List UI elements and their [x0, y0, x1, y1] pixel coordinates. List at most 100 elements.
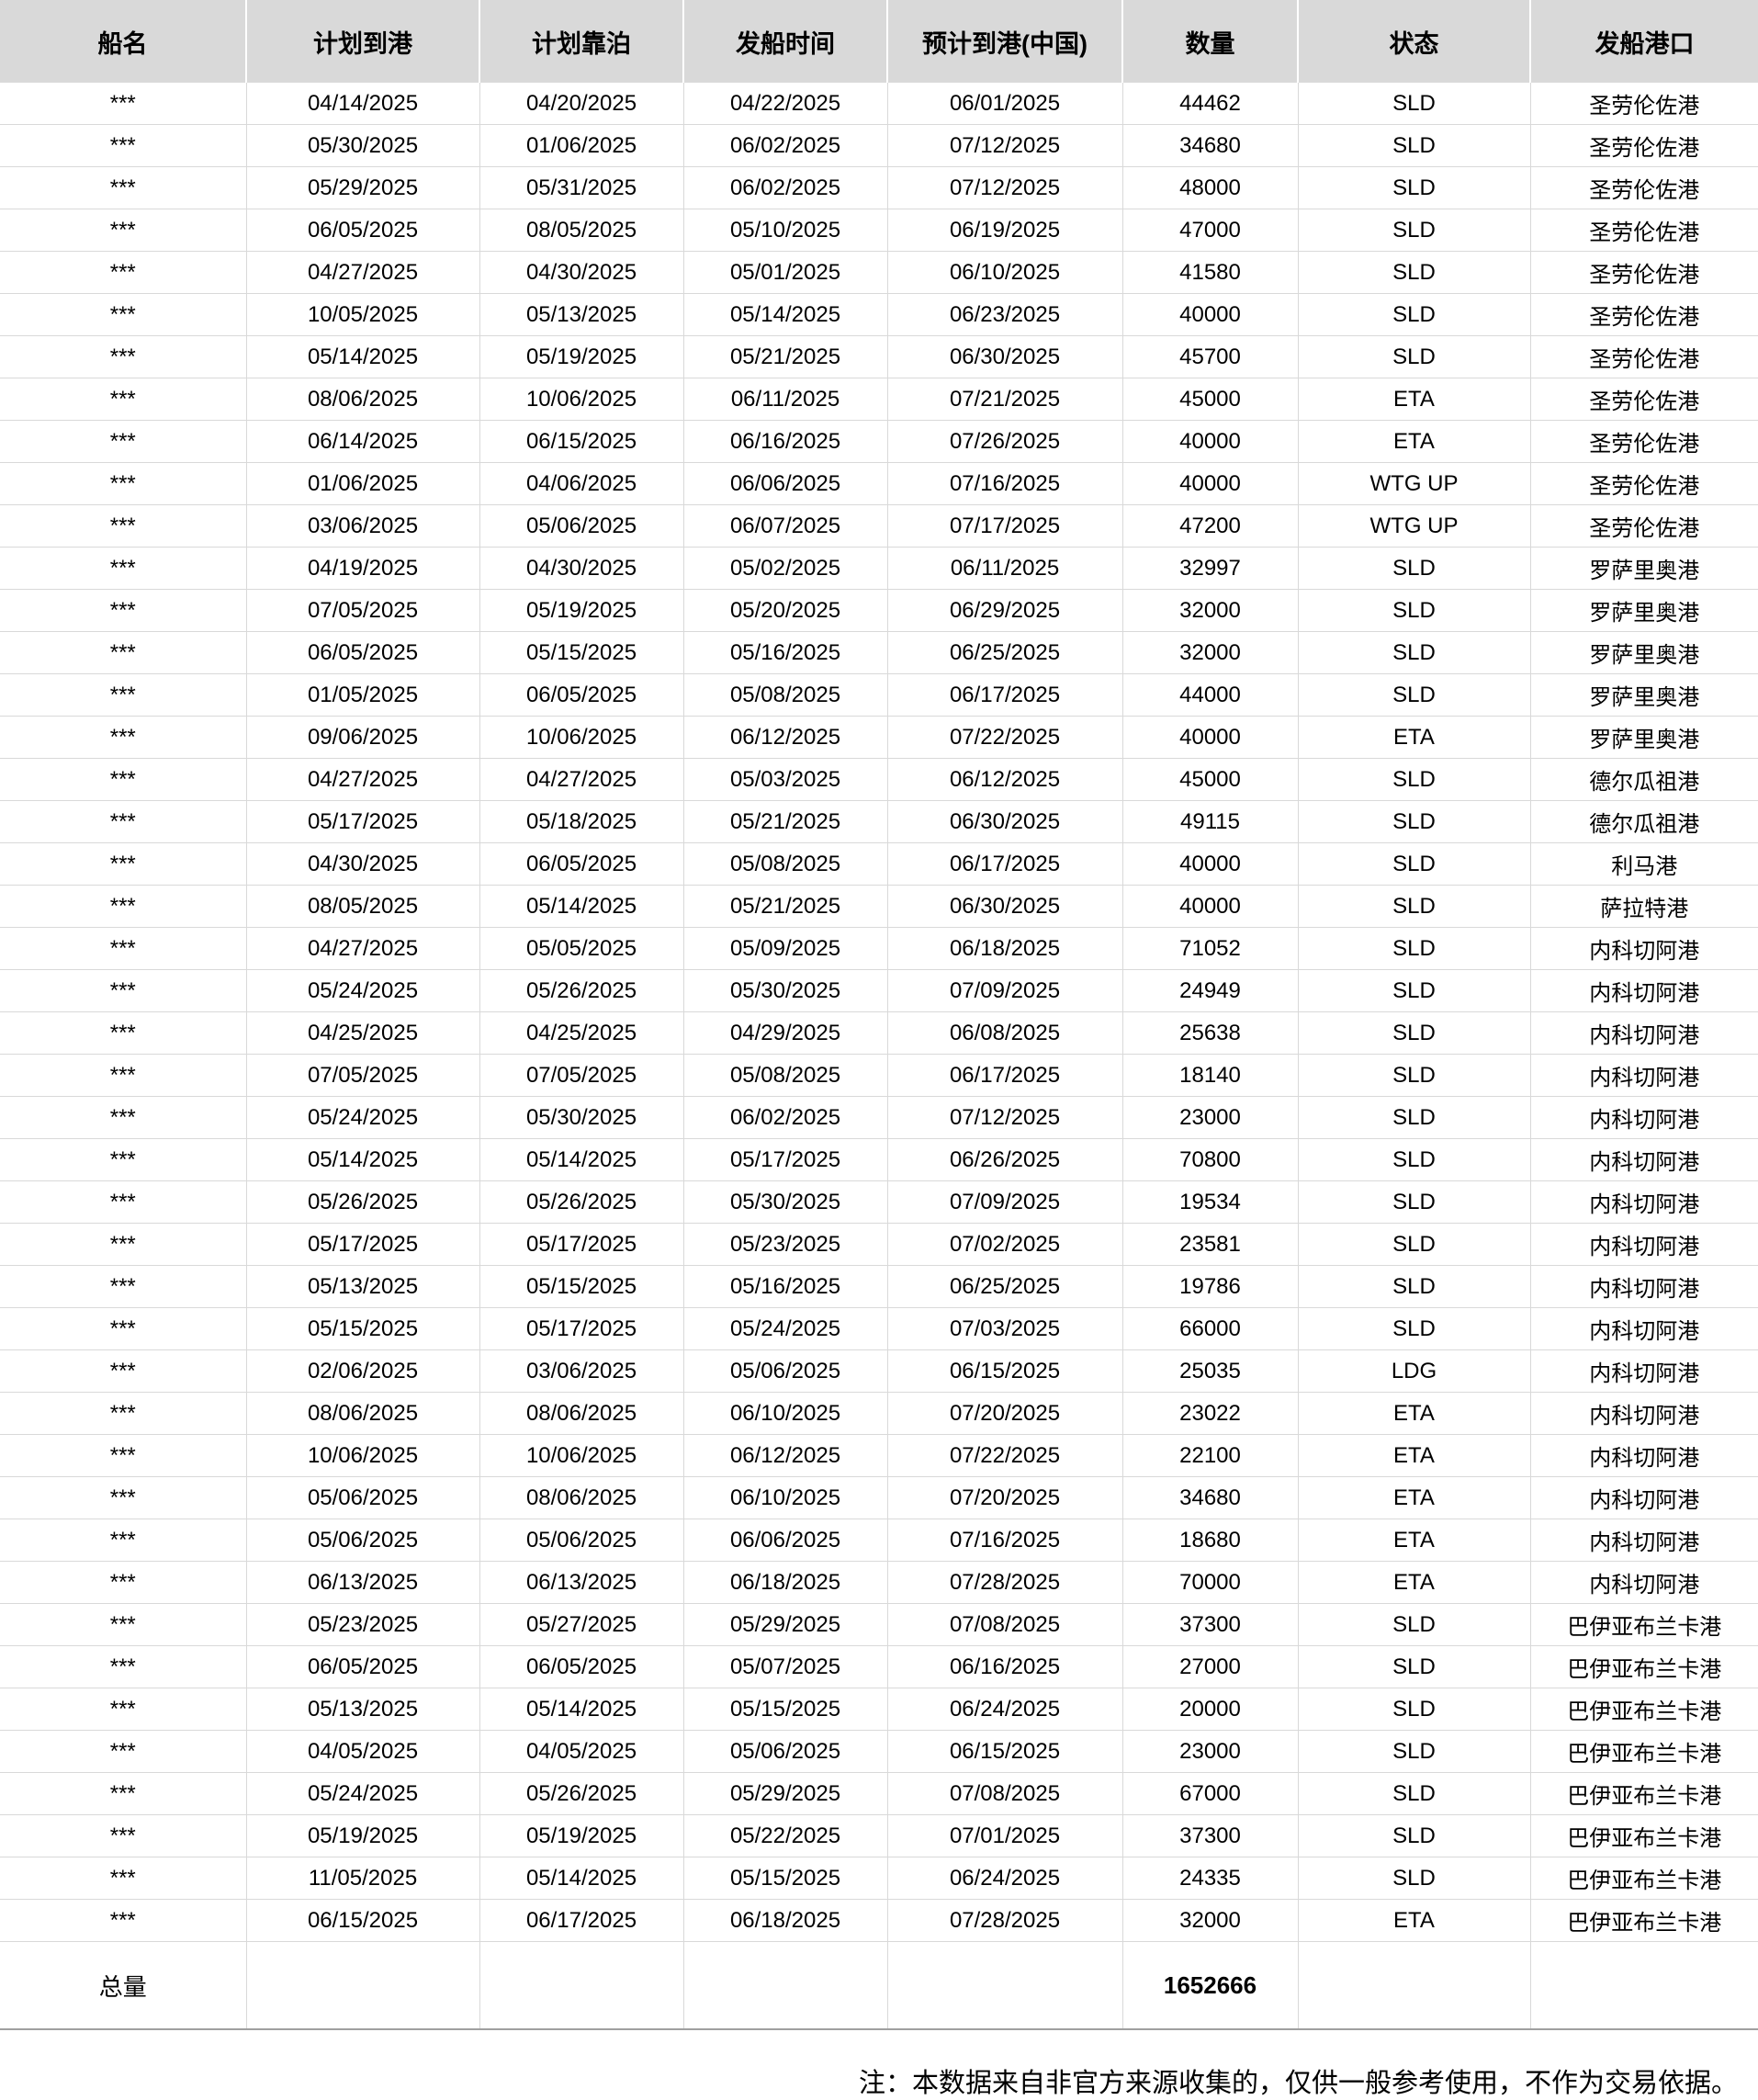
- table-cell: 70800: [1121, 1138, 1299, 1181]
- table-cell: ***: [0, 758, 247, 801]
- table-cell: 06/26/2025: [886, 1138, 1123, 1181]
- table-cell: 内科切阿港: [1529, 1434, 1758, 1477]
- table-cell: 32000: [1121, 1899, 1299, 1942]
- table-cell: 内科切阿港: [1529, 1096, 1758, 1139]
- table-cell: SLD: [1297, 209, 1531, 252]
- column-header: 计划靠泊: [479, 0, 684, 83]
- table-cell: 05/26/2025: [479, 969, 684, 1012]
- header-row: 船名 计划到港 计划靠泊 发船时间 预计到港(中国) 数量 状态 发船港口: [0, 0, 1758, 83]
- table-row: *** 04/25/2025 04/25/2025 04/29/2025 06/08/2…: [0, 1011, 1758, 1055]
- table-cell: 06/17/2025: [886, 1054, 1123, 1097]
- table-cell: 内科切阿港: [1529, 1307, 1758, 1350]
- table-row: *** 05/15/2025 05/17/2025 05/24/2025 07/03/2…: [0, 1307, 1758, 1350]
- table-cell: 05/06/2025: [682, 1730, 888, 1773]
- table-cell: 45000: [1121, 378, 1299, 421]
- table-cell: 70000: [1121, 1561, 1299, 1604]
- table-cell: 05/17/2025: [682, 1138, 888, 1181]
- table-row: *** 02/06/2025 03/06/2025 05/06/2025 06/15/2…: [0, 1349, 1758, 1393]
- table-cell: 01/06/2025: [479, 124, 684, 167]
- table-cell: 47000: [1121, 209, 1299, 252]
- table-cell: ***: [0, 1814, 247, 1857]
- table-cell: ETA: [1297, 1476, 1531, 1519]
- table-cell: SLD: [1297, 1265, 1531, 1308]
- table-cell: 07/08/2025: [886, 1603, 1123, 1646]
- table-cell: SLD: [1297, 166, 1531, 209]
- table-cell: 06/18/2025: [682, 1899, 888, 1942]
- table-cell: 05/23/2025: [682, 1223, 888, 1266]
- table-cell: 07/09/2025: [886, 969, 1123, 1012]
- table-cell: ***: [0, 1434, 247, 1477]
- table-cell: 06/13/2025: [479, 1561, 684, 1604]
- table-cell: ***: [0, 251, 247, 294]
- table-cell: SLD: [1297, 251, 1531, 294]
- table-cell: 04/25/2025: [479, 1011, 684, 1055]
- table-cell: 05/14/2025: [479, 1857, 684, 1900]
- table-cell: ***: [0, 589, 247, 632]
- table-cell: 10/06/2025: [479, 378, 684, 421]
- table-cell: 05/19/2025: [479, 1814, 684, 1857]
- table-cell: 05/06/2025: [245, 1519, 480, 1562]
- table-cell: 05/06/2025: [479, 504, 684, 548]
- table-cell: ***: [0, 1054, 247, 1097]
- table-cell: 内科切阿港: [1529, 1138, 1758, 1181]
- table-cell: 34680: [1121, 1476, 1299, 1519]
- column-header: 发船港口: [1530, 0, 1758, 83]
- table-row: *** 05/19/2025 05/19/2025 05/22/2025 07/01/2…: [0, 1814, 1758, 1857]
- table-row: *** 05/14/2025 05/19/2025 05/21/2025 06/30/2…: [0, 335, 1758, 378]
- table-cell: SLD: [1297, 335, 1531, 378]
- table-cell: 06/16/2025: [682, 420, 888, 463]
- table-cell: 05/06/2025: [682, 1349, 888, 1393]
- table-cell: WTG UP: [1297, 504, 1531, 548]
- table-cell: ***: [0, 420, 247, 463]
- table-row: *** 07/05/2025 05/19/2025 05/20/2025 06/29/2…: [0, 589, 1758, 632]
- table-row: *** 05/23/2025 05/27/2025 05/29/2025 07/08/2…: [0, 1603, 1758, 1646]
- table-cell: 06/12/2025: [682, 1434, 888, 1477]
- table-cell: ***: [0, 335, 247, 378]
- table-cell: 06/19/2025: [886, 209, 1123, 252]
- table-cell: 07/01/2025: [886, 1814, 1123, 1857]
- total-value: 1652666: [1121, 1941, 1299, 2030]
- table-cell: 05/02/2025: [682, 547, 888, 590]
- table-cell: 47200: [1121, 504, 1299, 548]
- table-cell: 巴伊亚布兰卡港: [1529, 1645, 1758, 1688]
- table-cell: 05/30/2025: [479, 1096, 684, 1139]
- table-cell: 06/12/2025: [682, 716, 888, 759]
- table-cell: 06/06/2025: [682, 1519, 888, 1562]
- table-cell: 05/08/2025: [682, 1054, 888, 1097]
- table-cell: ***: [0, 1730, 247, 1773]
- table-cell: 24335: [1121, 1857, 1299, 1900]
- table-row: *** 05/17/2025 05/18/2025 05/21/2025 06/30/2…: [0, 800, 1758, 843]
- table-cell: 23000: [1121, 1730, 1299, 1773]
- table-cell: 05/26/2025: [479, 1180, 684, 1224]
- table-cell: 48000: [1121, 166, 1299, 209]
- table-cell: SLD: [1297, 124, 1531, 167]
- table-cell: SLD: [1297, 800, 1531, 843]
- table-cell: 05/15/2025: [245, 1307, 480, 1350]
- table-body: *** 04/14/2025 04/20/2025 04/22/2025 06/01/2…: [0, 83, 1758, 1942]
- table-cell: 04/30/2025: [479, 547, 684, 590]
- table-cell: 05/15/2025: [479, 1265, 684, 1308]
- table-row: *** 07/05/2025 07/05/2025 05/08/2025 06/17/2…: [0, 1054, 1758, 1097]
- table-cell: 巴伊亚布兰卡港: [1529, 1603, 1758, 1646]
- table-cell: 19534: [1121, 1180, 1299, 1224]
- table-cell: 06/07/2025: [682, 504, 888, 548]
- table-cell: 05/18/2025: [479, 800, 684, 843]
- table-cell: 05/31/2025: [479, 166, 684, 209]
- table-cell: WTG UP: [1297, 462, 1531, 505]
- table-cell: 04/27/2025: [245, 251, 480, 294]
- table-cell: 内科切阿港: [1529, 1180, 1758, 1224]
- table-cell: 24949: [1121, 969, 1299, 1012]
- table-cell: 05/29/2025: [682, 1603, 888, 1646]
- table-cell: 06/10/2025: [886, 251, 1123, 294]
- table-cell: 04/30/2025: [479, 251, 684, 294]
- table-cell: ***: [0, 166, 247, 209]
- table-cell: 04/27/2025: [245, 758, 480, 801]
- table-cell: 06/29/2025: [886, 589, 1123, 632]
- table-cell: 07/20/2025: [886, 1392, 1123, 1435]
- table-row: *** 03/06/2025 05/06/2025 06/07/2025 07/17/2…: [0, 504, 1758, 548]
- table-cell: 05/08/2025: [682, 842, 888, 886]
- table-cell: ***: [0, 1349, 247, 1393]
- table-cell: SLD: [1297, 842, 1531, 886]
- table-cell: 07/05/2025: [245, 589, 480, 632]
- table-cell: 18140: [1121, 1054, 1299, 1097]
